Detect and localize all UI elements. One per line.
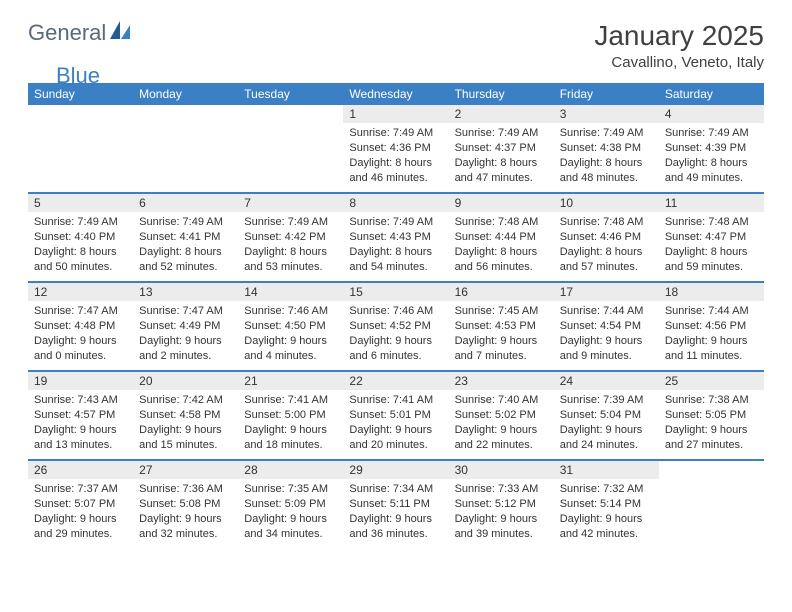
- day-details-cell: Sunrise: 7:49 AMSunset: 4:41 PMDaylight:…: [133, 212, 238, 282]
- day-details-cell: Sunrise: 7:36 AMSunset: 5:08 PMDaylight:…: [133, 479, 238, 549]
- day-details-cell: Sunrise: 7:44 AMSunset: 4:56 PMDaylight:…: [659, 301, 764, 371]
- title-block: January 2025 Cavallino, Veneto, Italy: [594, 20, 764, 71]
- day-number-cell: 4: [659, 105, 764, 123]
- day-number-cell: 18: [659, 282, 764, 301]
- day-number-cell: 6: [133, 193, 238, 212]
- day-details-cell: Sunrise: 7:49 AMSunset: 4:40 PMDaylight:…: [28, 212, 133, 282]
- page-header: General January 2025 Cavallino, Veneto, …: [28, 20, 764, 71]
- day-number-cell: [238, 105, 343, 123]
- day-details-cell: Sunrise: 7:43 AMSunset: 4:57 PMDaylight:…: [28, 390, 133, 460]
- day-details-cell: Sunrise: 7:47 AMSunset: 4:49 PMDaylight:…: [133, 301, 238, 371]
- day-number-row: 19202122232425: [28, 371, 764, 390]
- day-number-cell: 7: [238, 193, 343, 212]
- day-details-row: Sunrise: 7:47 AMSunset: 4:48 PMDaylight:…: [28, 301, 764, 371]
- day-details-cell: Sunrise: 7:48 AMSunset: 4:46 PMDaylight:…: [554, 212, 659, 282]
- day-details-cell: Sunrise: 7:41 AMSunset: 5:01 PMDaylight:…: [343, 390, 448, 460]
- day-number-cell: 22: [343, 371, 448, 390]
- day-details-row: Sunrise: 7:49 AMSunset: 4:40 PMDaylight:…: [28, 212, 764, 282]
- day-details-cell: Sunrise: 7:38 AMSunset: 5:05 PMDaylight:…: [659, 390, 764, 460]
- weekday-header: Wednesday: [343, 83, 448, 105]
- logo-sail-icon: [110, 21, 132, 46]
- weekday-header-row: Sunday Monday Tuesday Wednesday Thursday…: [28, 83, 764, 105]
- day-number-cell: 2: [449, 105, 554, 123]
- day-number-cell: [28, 105, 133, 123]
- day-details-cell: [659, 479, 764, 549]
- day-number-cell: [659, 460, 764, 479]
- month-title: January 2025: [594, 20, 764, 52]
- day-number-cell: 26: [28, 460, 133, 479]
- day-details-cell: Sunrise: 7:37 AMSunset: 5:07 PMDaylight:…: [28, 479, 133, 549]
- day-details-cell: [133, 123, 238, 193]
- logo: General: [28, 20, 134, 46]
- day-number-cell: 20: [133, 371, 238, 390]
- day-number-cell: 19: [28, 371, 133, 390]
- day-number-cell: 10: [554, 193, 659, 212]
- day-number-cell: 17: [554, 282, 659, 301]
- day-details-cell: Sunrise: 7:40 AMSunset: 5:02 PMDaylight:…: [449, 390, 554, 460]
- day-number-cell: 23: [449, 371, 554, 390]
- day-number-cell: 1: [343, 105, 448, 123]
- day-number-cell: 30: [449, 460, 554, 479]
- logo-text-1: General: [28, 20, 106, 46]
- day-number-row: 12131415161718: [28, 282, 764, 301]
- day-details-cell: Sunrise: 7:49 AMSunset: 4:36 PMDaylight:…: [343, 123, 448, 193]
- day-number-cell: 31: [554, 460, 659, 479]
- weekday-header: Monday: [133, 83, 238, 105]
- day-details-cell: [238, 123, 343, 193]
- day-details-cell: Sunrise: 7:49 AMSunset: 4:37 PMDaylight:…: [449, 123, 554, 193]
- day-number-cell: 5: [28, 193, 133, 212]
- day-details-cell: Sunrise: 7:49 AMSunset: 4:42 PMDaylight:…: [238, 212, 343, 282]
- day-number-cell: 16: [449, 282, 554, 301]
- day-details-cell: Sunrise: 7:46 AMSunset: 4:52 PMDaylight:…: [343, 301, 448, 371]
- day-details-cell: Sunrise: 7:47 AMSunset: 4:48 PMDaylight:…: [28, 301, 133, 371]
- day-number-row: 567891011: [28, 193, 764, 212]
- day-details-cell: Sunrise: 7:32 AMSunset: 5:14 PMDaylight:…: [554, 479, 659, 549]
- weekday-header: Thursday: [449, 83, 554, 105]
- day-number-cell: 13: [133, 282, 238, 301]
- location-text: Cavallino, Veneto, Italy: [594, 54, 764, 71]
- day-details-cell: Sunrise: 7:34 AMSunset: 5:11 PMDaylight:…: [343, 479, 448, 549]
- day-details-row: Sunrise: 7:49 AMSunset: 4:36 PMDaylight:…: [28, 123, 764, 193]
- day-number-cell: 25: [659, 371, 764, 390]
- day-number-cell: 15: [343, 282, 448, 301]
- day-details-cell: [28, 123, 133, 193]
- day-details-cell: Sunrise: 7:33 AMSunset: 5:12 PMDaylight:…: [449, 479, 554, 549]
- weekday-header: Saturday: [659, 83, 764, 105]
- day-number-cell: [133, 105, 238, 123]
- day-details-row: Sunrise: 7:37 AMSunset: 5:07 PMDaylight:…: [28, 479, 764, 549]
- day-number-cell: 8: [343, 193, 448, 212]
- day-number-cell: 27: [133, 460, 238, 479]
- day-number-cell: 3: [554, 105, 659, 123]
- day-details-cell: Sunrise: 7:48 AMSunset: 4:47 PMDaylight:…: [659, 212, 764, 282]
- day-details-cell: Sunrise: 7:41 AMSunset: 5:00 PMDaylight:…: [238, 390, 343, 460]
- day-number-cell: 28: [238, 460, 343, 479]
- day-details-cell: Sunrise: 7:49 AMSunset: 4:43 PMDaylight:…: [343, 212, 448, 282]
- day-details-cell: Sunrise: 7:39 AMSunset: 5:04 PMDaylight:…: [554, 390, 659, 460]
- day-details-cell: Sunrise: 7:49 AMSunset: 4:39 PMDaylight:…: [659, 123, 764, 193]
- day-number-row: 262728293031: [28, 460, 764, 479]
- weekday-header: Friday: [554, 83, 659, 105]
- day-details-cell: Sunrise: 7:35 AMSunset: 5:09 PMDaylight:…: [238, 479, 343, 549]
- day-number-cell: 14: [238, 282, 343, 301]
- calendar-table: Sunday Monday Tuesday Wednesday Thursday…: [28, 83, 764, 549]
- day-details-cell: Sunrise: 7:46 AMSunset: 4:50 PMDaylight:…: [238, 301, 343, 371]
- day-number-cell: 9: [449, 193, 554, 212]
- day-number-row: 1234: [28, 105, 764, 123]
- day-details-cell: Sunrise: 7:48 AMSunset: 4:44 PMDaylight:…: [449, 212, 554, 282]
- day-details-cell: Sunrise: 7:45 AMSunset: 4:53 PMDaylight:…: [449, 301, 554, 371]
- weekday-header: Tuesday: [238, 83, 343, 105]
- day-details-row: Sunrise: 7:43 AMSunset: 4:57 PMDaylight:…: [28, 390, 764, 460]
- day-details-cell: Sunrise: 7:42 AMSunset: 4:58 PMDaylight:…: [133, 390, 238, 460]
- day-number-cell: 11: [659, 193, 764, 212]
- logo-text-2: Blue: [56, 63, 100, 89]
- day-details-cell: Sunrise: 7:49 AMSunset: 4:38 PMDaylight:…: [554, 123, 659, 193]
- day-number-cell: 29: [343, 460, 448, 479]
- day-number-cell: 12: [28, 282, 133, 301]
- day-details-cell: Sunrise: 7:44 AMSunset: 4:54 PMDaylight:…: [554, 301, 659, 371]
- day-number-cell: 21: [238, 371, 343, 390]
- day-number-cell: 24: [554, 371, 659, 390]
